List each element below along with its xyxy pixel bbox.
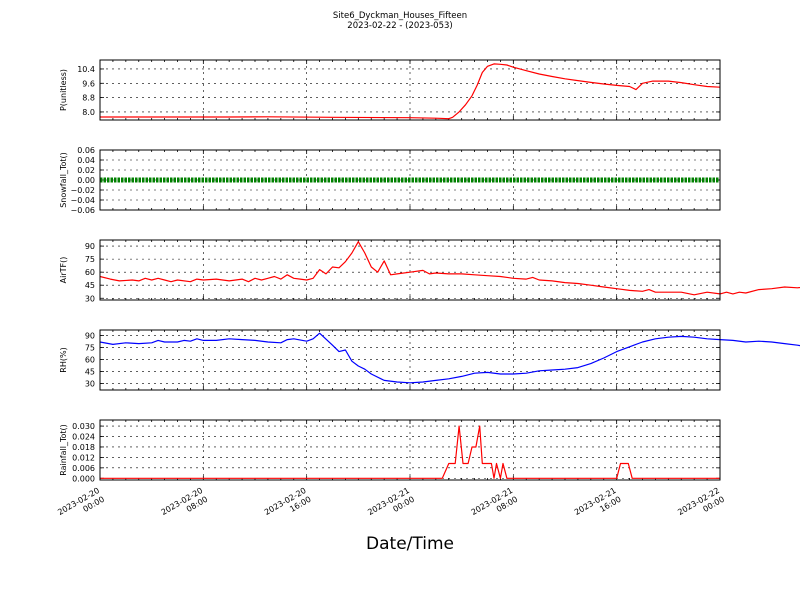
data-line-series: [100, 63, 721, 120]
y-tick-label: 75: [85, 344, 95, 353]
y-tick-label: −0.02: [70, 186, 95, 195]
axes-frame: [99, 329, 721, 391]
y-axis-label: Snowfall_Tot(): [59, 152, 68, 208]
y-tick-label: 45: [85, 368, 95, 377]
x-tick-label: 2023-02-2008:00: [160, 486, 210, 526]
x-axis-label: Date/Time: [366, 534, 454, 554]
y-tick-label: 30: [85, 380, 95, 389]
panel-3: 30 45 60 75 90 AirTF(): [59, 239, 800, 303]
y-tick-label: 8.0: [82, 108, 95, 117]
axes-frame: [99, 59, 721, 121]
y-tick-label: 9.6: [82, 79, 95, 88]
y-tick-label: 0.018: [72, 443, 95, 452]
axes-frame: [99, 239, 721, 301]
y-tick-label: 0.06: [77, 146, 95, 155]
y-tick-label: 90: [85, 332, 95, 341]
y-tick-label: 75: [85, 255, 95, 264]
y-tick-label: 0.024: [72, 433, 95, 442]
panel-2: −0.06−0.04−0.020.000.020.040.06 Snowfall_…: [59, 146, 721, 215]
panel-4: 30 45 60 75 90 RH(%): [59, 329, 800, 391]
y-tick-label: 8.8: [82, 94, 95, 103]
y-tick-label: −0.04: [70, 196, 95, 205]
data-line-series: [99, 332, 800, 384]
y-tick-label: 0.02: [77, 166, 95, 175]
y-tick-label: 0.012: [72, 453, 95, 462]
y-tick-label: 90: [85, 242, 95, 251]
panel-1: 8.0 8.8 9.6 10.4 P(unitless): [59, 59, 721, 121]
y-tick-label: 0.000: [72, 474, 95, 483]
y-tick-label: 30: [85, 294, 95, 303]
y-tick-label: 45: [85, 281, 95, 290]
y-tick-label: 10.4: [77, 65, 95, 74]
x-tick-label: 2023-02-2016:00: [263, 486, 313, 526]
x-tick-label: 2023-02-2000:00: [56, 486, 106, 526]
y-axis-label: P(unitless): [59, 69, 68, 111]
chart-title: Site6_Dyckman_Houses_Fifteen: [332, 11, 468, 21]
chart-subtitle: 2023-02-22 - (2023-053): [347, 21, 453, 31]
data-line-series: [100, 425, 720, 479]
x-tick-label: 2023-02-2116:00: [573, 486, 623, 526]
y-tick-label: 0.030: [72, 422, 95, 431]
y-axis-label: AirTF(): [59, 257, 68, 284]
y-axis-label: Rainfall_Tot(): [59, 424, 68, 476]
x-tick-label: 2023-02-2200:00: [676, 486, 726, 526]
y-axis-label: RH(%): [59, 347, 68, 372]
y-tick-label: −0.06: [70, 206, 95, 215]
x-tick-label: 2023-02-2108:00: [470, 486, 520, 526]
axes-frame: [99, 149, 721, 211]
data-line-series: [99, 241, 800, 296]
axes-frame: [99, 419, 721, 481]
y-tick-label: 60: [85, 356, 95, 365]
y-tick-label: 0.006: [72, 464, 95, 473]
x-tick-label: 2023-02-2100:00: [366, 486, 416, 526]
y-tick-label: 0.00: [77, 176, 95, 185]
y-tick-label: 0.04: [77, 156, 95, 165]
y-tick-label: 60: [85, 268, 95, 277]
